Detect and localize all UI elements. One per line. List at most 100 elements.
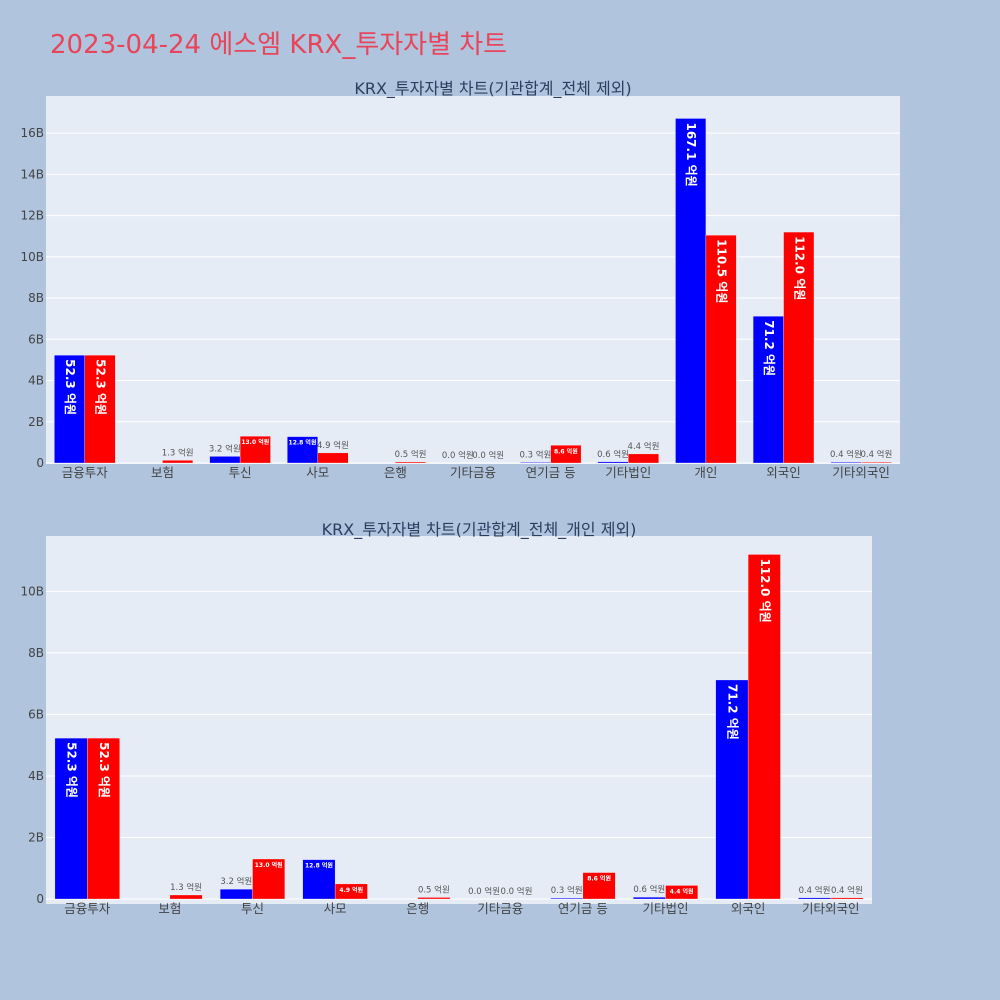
bar-sell [239, 436, 271, 464]
page-title: 2023-04-24 에스엠 KRX_투자자별 차트 [50, 30, 508, 60]
bar-sell [84, 355, 116, 464]
y-tick-label: 10B [20, 584, 44, 598]
x-tick-label: 기타법인 [642, 901, 688, 916]
bar-buy [302, 859, 336, 900]
y-tick-label: 4B [28, 769, 44, 783]
chart-panel-institution-excl-total-individual: 0 2B 4B 6B 8B 10B KRX_투자자별 차트(기관합계_전체_개인 제외) 금융… [20, 520, 872, 916]
bar-buy [54, 355, 85, 464]
bar-value-label: 4.9 억원 [317, 440, 349, 451]
y-tick-label: 6B [28, 707, 44, 721]
bar-value-label: 3.2 억원 [209, 443, 241, 454]
x-tick-label: 사모 [324, 901, 347, 916]
bar-value-label: 4.4 억원 [628, 441, 660, 452]
bar-value-label: 0.5 억원 [418, 884, 450, 895]
x-tick-label: 사모 [306, 465, 329, 480]
chart-subtitle: KRX_투자자별 차트(기관합계_전체 제외) [354, 79, 631, 99]
chart-subtitle: KRX_투자자별 차트(기관합계_전체_개인 제외) [322, 520, 637, 540]
bar-sell [162, 460, 194, 464]
bar-buy [209, 456, 241, 464]
y-tick-label: 16B [20, 126, 44, 140]
bar-sell [87, 737, 120, 900]
x-tick-label: 개인 [694, 465, 717, 480]
y-tick-label: 0 [36, 456, 44, 470]
x-tick-label: 보험 [151, 465, 174, 480]
bar-value-label: 112.0 억원 [792, 236, 806, 300]
bar-value-label: 0.4 억원 [799, 885, 831, 896]
bar-value-label: 3.2 억원 [220, 876, 252, 887]
bar-value-label: 1.3 억원 [162, 447, 194, 458]
x-tick-label: 기타금융 [477, 901, 523, 916]
x-tick-label: 외국인 [731, 901, 766, 916]
bar-buy [520, 462, 551, 464]
bar-value-label: 0.0 억원 [442, 450, 474, 461]
bar-sell [861, 462, 892, 464]
bar-value-label: 1.3 억원 [170, 882, 202, 893]
x-tick-label: 은행 [406, 901, 429, 916]
bar-value-label: 4.9 억원 [339, 886, 363, 894]
bar-sell [550, 445, 582, 464]
bar-value-label: 0.6 억원 [633, 884, 665, 895]
bar-value-label: 0.0 억원 [472, 450, 504, 461]
bar-value-label: 52.3 억원 [94, 359, 108, 415]
y-tick-label: 8B [28, 646, 44, 660]
bar-value-label: 0.0 억원 [468, 886, 500, 897]
bar-sell [665, 885, 699, 900]
bar-buy [287, 436, 318, 464]
bar-value-label: 0.3 억원 [519, 449, 551, 460]
bar-buy [715, 679, 749, 900]
bar-value-label: 110.5 억원 [715, 239, 729, 303]
bar-value-label: 0.3 억원 [551, 885, 583, 896]
y-tick-label: 6B [28, 332, 44, 346]
y-tick-label: 2B [28, 415, 44, 429]
x-tick-label: 금융투자 [64, 901, 111, 916]
bar-sell [395, 461, 426, 464]
bar-value-label: 0.4 억원 [831, 885, 863, 896]
x-tick-label: 기타법인 [605, 465, 651, 480]
y-tick-label: 8B [28, 291, 44, 305]
bar-value-label: 8.6 억원 [587, 875, 611, 883]
y-tick-label: 10B [20, 250, 44, 264]
bar-buy [798, 897, 831, 900]
y-tick-label: 2B [28, 830, 44, 844]
bar-sell [317, 452, 349, 464]
bar-value-label: 0.0 억원 [501, 886, 533, 897]
bar-value-label: 8.6 억원 [554, 447, 578, 455]
x-tick-label: 연기금 등 [526, 465, 576, 480]
bar-value-label: 167.1 억원 [684, 122, 698, 186]
y-tick-label: 4B [28, 374, 44, 388]
bar-value-label: 0.5 억원 [395, 449, 427, 460]
bar-value-label: 71.2 억원 [725, 684, 739, 740]
bar-value-label: 13.0 억원 [241, 438, 269, 446]
x-tick-label: 투신 [229, 465, 252, 480]
bar-sell [783, 231, 815, 464]
y-tick-label: 0 [36, 892, 44, 906]
bar-sell [747, 554, 781, 900]
x-tick-label: 금융투자 [62, 465, 109, 480]
bar-value-label: 52.3 억원 [65, 742, 79, 798]
x-tick-label: 기타금융 [450, 465, 496, 480]
x-tick-label: 외국인 [766, 465, 801, 480]
bar-value-label: 0.4 억원 [830, 449, 862, 460]
bar-value-label: 52.3 억원 [63, 359, 77, 415]
bar-sell [705, 235, 737, 464]
bar-buy [54, 737, 88, 900]
bar-sell [417, 897, 451, 900]
bar-value-label: 12.8 억원 [289, 439, 317, 447]
bar-value-label: 13.0 억원 [255, 861, 283, 869]
x-tick-label: 기타외국인 [802, 901, 860, 916]
bar-buy [597, 461, 629, 464]
chart-panel-institution-excl-total: 0 2B 4B 6B 8B 10B 12B 14B 16B KRX_투자자별 차트(기관합계_전체… [20, 79, 900, 480]
bar-sell [628, 453, 659, 464]
x-tick-label: 은행 [384, 465, 407, 480]
bar-value-label: 71.2 억원 [762, 320, 776, 376]
bar-buy [550, 897, 584, 900]
bar-value-label: 52.3 억원 [97, 742, 111, 798]
bar-sell [582, 872, 616, 900]
y-tick-label: 12B [20, 209, 44, 223]
bar-sell [334, 883, 368, 900]
bar-value-label: 0.6 억원 [597, 449, 629, 460]
bar-value-label: 112.0 억원 [758, 558, 772, 622]
bar-value-label: 4.4 억원 [670, 887, 694, 895]
bar-value-label: 0.4 억원 [860, 449, 892, 460]
y-tick-label: 14B [20, 167, 44, 181]
